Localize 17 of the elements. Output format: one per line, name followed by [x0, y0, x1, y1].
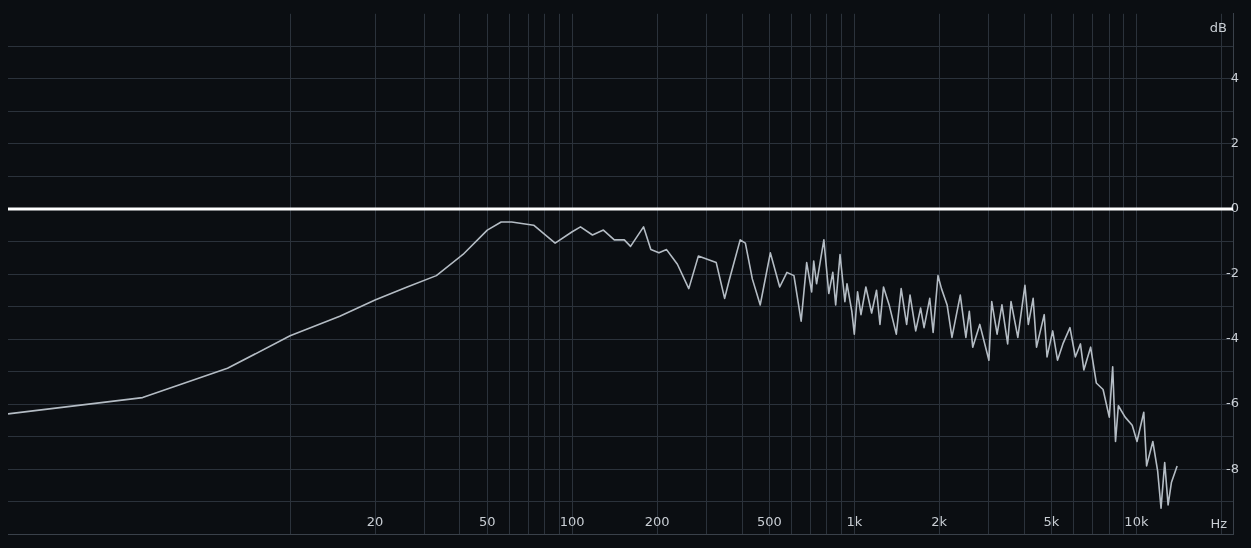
y-tick-label: -8	[1226, 460, 1239, 476]
x-tick-label: 20	[366, 513, 384, 529]
x-tick-label: 500	[756, 513, 782, 529]
x-tick-label: 50	[479, 513, 496, 529]
x-tick-label: 10k	[1124, 513, 1149, 529]
y-axis-title: dB	[1209, 19, 1227, 35]
x-tick-label: 200	[644, 513, 670, 529]
x-tick-label: 5k	[1043, 513, 1060, 529]
y-tick-label: -4	[1226, 330, 1239, 346]
x-tick-label: 1k	[846, 513, 863, 529]
y-tick-label: 4	[1230, 70, 1239, 86]
x-tick-label: 100	[559, 513, 585, 529]
y-tick-label: -6	[1226, 395, 1239, 411]
y-tick-label: 2	[1230, 135, 1239, 151]
x-tick-label: 2k	[931, 513, 948, 529]
x-axis-title: Hz	[1210, 516, 1228, 532]
y-tick-label: -2	[1226, 265, 1239, 281]
